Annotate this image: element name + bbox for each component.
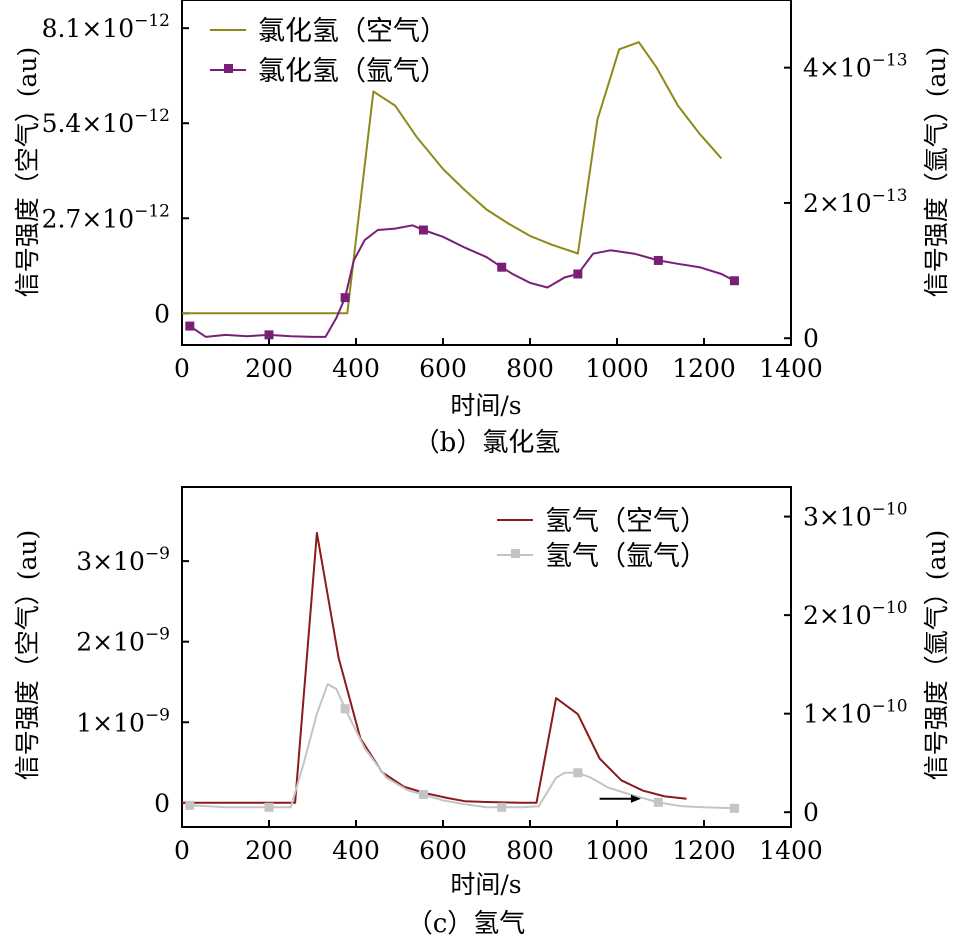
panel-c-legend: 氢气（空气） 氢气（氩气） [497, 506, 707, 572]
panel-b-left-y-tick-label: 2.7×10−12 [42, 201, 170, 233]
panel-c-right-y-ticks: 0 1×10−10 2×10−10 3×10−10 [784, 500, 908, 827]
panel-c-series-marker [653, 797, 663, 807]
panel-b-chart: 0 200 400 600 800 1000 1200 1400 0 2.7×10−12 5.4×… [13, 0, 951, 458]
panel-b-right-y-ticks: 0 2×10−13 4×10−13 [784, 51, 908, 353]
panel-c-x-tick-label: 400 [332, 836, 380, 865]
panel-b-series-marker [573, 269, 583, 279]
panel-c-x-tick-label: 200 [245, 836, 293, 865]
panel-b-legend: 氯化氢（空气） 氯化氢（氩气） [210, 16, 447, 87]
panel-b-series [182, 41, 739, 340]
panel-c-series-line-air [182, 531, 687, 804]
panel-b-x-tick-label: 1400 [759, 354, 823, 383]
panel-c-series-marker [340, 704, 350, 714]
panel-b-series-marker [185, 321, 195, 331]
panel-b-x-tick-label: 200 [245, 354, 293, 383]
panel-b-x-ticks: 0 200 400 600 800 1000 1200 1400 [174, 338, 823, 383]
panel-b-right-y-tick-label: 4×10−13 [803, 51, 908, 83]
panel-c-annotations [599, 794, 641, 803]
panel-b-series-marker [653, 255, 663, 265]
panel-c-series-marker [729, 803, 739, 813]
panel-c-legend-marker-argon [511, 549, 520, 558]
panel-c-x-tick-label: 1000 [585, 836, 649, 865]
panel-c-x-tick-label: 600 [419, 836, 467, 865]
panel-c-right-y-axis-label: 信号强度（氩气）(au) [922, 530, 951, 781]
panel-c-left-y-ticks: 0 1×10−9 2×10−9 3×10−9 [76, 544, 189, 818]
panel-b-right-y-tick-label: 2×10−13 [803, 186, 908, 218]
panel-c-legend-label-air: 氢气（空气） [545, 506, 707, 537]
panel-b-series-line-air [182, 41, 723, 315]
panel-c-left-y-tick-label: 2×10−9 [76, 625, 170, 657]
panel-b-right-y-tick-label: 0 [803, 324, 819, 353]
panel-c-series-marker [418, 789, 428, 799]
panel-b-left-y-tick-label: 8.1×10−12 [42, 11, 170, 43]
panel-b-x-tick-label: 800 [506, 354, 554, 383]
panel-c-left-y-axis-label: 信号强度（空气）(au) [13, 530, 42, 781]
panel-c-x-tick-label: 0 [174, 836, 190, 865]
panel-c-caption: （c）氢气 [407, 909, 526, 939]
panel-c-arrow-head [630, 794, 641, 803]
panel-b-left-y-ticks: 0 2.7×10−12 5.4×10−12 8.1×10−12 [42, 11, 189, 328]
panel-b-plot-frame [181, 0, 792, 346]
panel-b-legend-marker-argon [224, 64, 233, 73]
panel-b-left-y-tick-label: 0 [154, 299, 170, 328]
panel-c-chart: 0 200 400 600 800 1000 1200 1400 0 1×10−9 2×10−9 3… [13, 486, 951, 939]
panel-c-right-y-tick-label: 3×10−10 [803, 500, 908, 532]
panel-c-series-marker [264, 802, 274, 812]
panel-b-x-axis-label: 时间/s [450, 391, 521, 420]
panel-b-x-tick-label: 0 [174, 354, 190, 383]
panel-c-x-tick-label: 1200 [672, 836, 736, 865]
panel-b-series-marker [340, 293, 350, 303]
panel-c-plot-frame [181, 486, 792, 828]
panel-c-x-axis-label: 时间/s [450, 870, 521, 899]
panel-b-right-y-axis-label: 信号强度（氩气）(au) [922, 47, 951, 298]
panel-b-caption: （b）氯化氢 [414, 428, 561, 458]
panel-c-legend-label-argon: 氢气（氩气） [545, 541, 707, 572]
panel-c-x-tick-label: 1400 [759, 836, 823, 865]
panel-b-left-y-tick-label: 5.4×10−12 [42, 106, 170, 138]
panel-c-left-y-tick-label: 3×10−9 [76, 544, 170, 576]
panel-b-x-tick-label: 1000 [585, 354, 649, 383]
panel-c-right-y-tick-label: 2×10−10 [803, 598, 908, 630]
panel-b-x-tick-label: 1200 [672, 354, 736, 383]
panel-c-right-y-tick-label: 1×10−10 [803, 697, 908, 729]
panel-b-x-tick-label: 400 [332, 354, 380, 383]
panel-b-series-marker [497, 262, 507, 272]
panel-c-right-y-tick-label: 0 [803, 798, 819, 827]
panel-c-series-marker [573, 768, 583, 778]
panel-b-series-marker [729, 276, 739, 286]
panel-c-left-y-tick-label: 1×10−9 [76, 705, 170, 737]
panel-c-series-marker [185, 800, 195, 810]
panel-c-series-line-argon [189, 683, 735, 810]
panel-b-legend-label-argon: 氯化氢（氩气） [258, 56, 447, 87]
panel-b-legend-label-air: 氯化氢（空气） [258, 16, 447, 47]
panel-b-series-marker [418, 225, 428, 235]
panel-b-series-line-argon [189, 224, 735, 338]
panel-c-series-marker [497, 802, 507, 812]
panel-c-x-ticks: 0 200 400 600 800 1000 1200 1400 [174, 820, 823, 865]
panel-c-x-tick-label: 800 [506, 836, 554, 865]
panel-b-series-marker [264, 330, 274, 340]
panel-b-left-y-axis-label: 信号强度（空气）(au) [13, 47, 42, 298]
panel-b-x-tick-label: 600 [419, 354, 467, 383]
panel-c-left-y-tick-label: 0 [154, 789, 170, 818]
panel-c-series [182, 531, 739, 813]
